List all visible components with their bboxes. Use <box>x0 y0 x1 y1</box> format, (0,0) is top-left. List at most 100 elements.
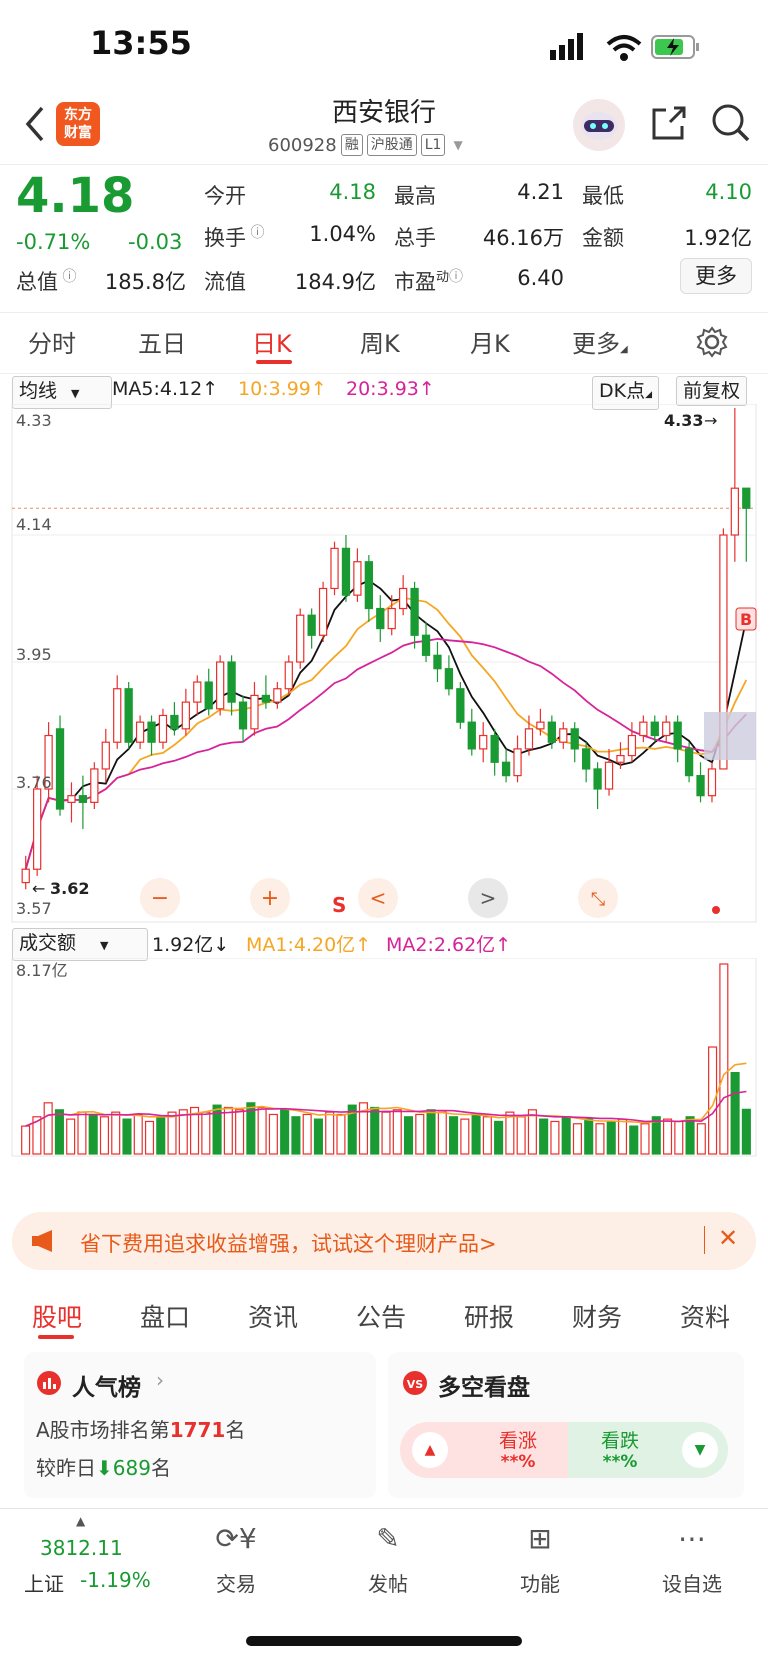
stock-name[interactable]: 西安银行 <box>331 98 436 128</box>
corner-arrow-icon: ◢ <box>645 390 653 400</box>
popularity-card[interactable] <box>24 1352 376 1498</box>
volume-indicator-select[interactable]: 成交额 ▼ <box>12 928 148 961</box>
right-arrow-icon: → <box>704 411 717 430</box>
volume-bar <box>471 1113 481 1155</box>
candle-body <box>170 714 179 730</box>
close-icon[interactable]: ✕ <box>718 1224 739 1252</box>
candle <box>467 708 476 756</box>
volume-bar <box>381 1111 391 1155</box>
label-high: 最高 <box>394 184 436 208</box>
candle-body <box>101 741 110 770</box>
tab-forum[interactable]: 股吧 <box>32 1303 83 1332</box>
index-value[interactable]: 3812.11 <box>40 1536 123 1560</box>
tab-news[interactable]: 资讯 <box>248 1303 299 1332</box>
tab-more[interactable]: 更多◢ <box>572 324 628 359</box>
volume-bar <box>133 1113 143 1155</box>
ad-text[interactable]: 省下费用追求收益增强，试试这个理财产品> <box>80 1232 497 1256</box>
candle <box>238 695 248 743</box>
adjust-button[interactable]: 前复权 <box>676 376 748 406</box>
robot-avatar-icon[interactable] <box>572 98 626 152</box>
more-dots-icon: ⋯ <box>678 1522 706 1555</box>
vol-ma1-legend: MA1:4.20亿↑ <box>246 930 371 957</box>
volume-bar <box>415 1113 425 1155</box>
candle-body <box>684 748 694 777</box>
candle <box>410 581 419 649</box>
bull-label: 看涨 <box>498 1430 537 1452</box>
tab-intraday[interactable]: 分时 <box>28 330 76 358</box>
volume-bar <box>708 1046 718 1155</box>
volume-bar <box>257 1106 267 1155</box>
nav-add-watchlist[interactable]: 设自选 <box>662 1572 722 1596</box>
settings-gear-icon[interactable] <box>696 326 728 358</box>
share-icon[interactable] <box>650 104 688 142</box>
volume-current-text: 1.92亿 <box>152 934 214 956</box>
tab-monthly-k[interactable]: 月K <box>470 330 510 358</box>
tab-daily-k[interactable]: 日K <box>252 330 292 358</box>
volume-bar <box>21 1125 31 1155</box>
candle-body <box>261 694 271 703</box>
change-amount: -0.03 <box>128 230 183 254</box>
candle <box>421 621 431 662</box>
kline-chart[interactable]: 4.33 4.14 3.95 3.76 3.57 4.33 → ← 3.62 S… <box>0 404 768 934</box>
value-float-value: 184.9亿 <box>294 270 376 294</box>
value-high: 4.21 <box>517 180 564 204</box>
tab-profile[interactable]: 资料 <box>680 1303 731 1332</box>
label-turnover-text: 换手 <box>204 226 246 250</box>
info-icon[interactable]: ⓘ <box>58 269 77 285</box>
candle-body <box>387 607 396 630</box>
search-icon[interactable] <box>710 102 752 144</box>
scroll-right-button[interactable]: > <box>468 878 508 918</box>
volume-chart[interactable]: 8.17亿 20250529 20250701 20250801 2025090… <box>0 958 768 1158</box>
ad-banner[interactable] <box>12 1212 756 1270</box>
candle-body <box>559 728 568 743</box>
zoom-in-button[interactable]: + <box>250 878 290 918</box>
volume-bar <box>178 1109 188 1155</box>
expand-up-icon[interactable]: ▲ <box>76 1514 86 1528</box>
fullscreen-button[interactable]: ⤡ <box>578 878 618 918</box>
volume-bar <box>617 1118 628 1155</box>
status-time: 13:55 <box>90 24 192 62</box>
candle <box>559 722 568 749</box>
stock-code-row: 600928 融 沪股通 L1 ▼ <box>268 134 463 156</box>
candle-body <box>250 694 259 730</box>
scroll-left-button[interactable]: < <box>358 878 398 918</box>
chevron-right-icon: › <box>156 1368 164 1392</box>
tab-announcements[interactable]: 公告 <box>356 1303 407 1332</box>
dropdown-icon[interactable]: ▼ <box>453 138 463 152</box>
tab-orderbook[interactable]: 盘口 <box>140 1303 191 1332</box>
back-icon[interactable] <box>22 104 48 144</box>
candle <box>742 487 751 562</box>
logo-line2: 财富 <box>64 125 92 141</box>
more-button[interactable]: 更多 <box>680 258 752 294</box>
tab-weekly-k[interactable]: 周K <box>360 330 400 358</box>
nav-post[interactable]: 发帖 <box>368 1572 408 1596</box>
info-icon[interactable]: ⓘ <box>449 269 464 285</box>
zoom-out-button[interactable]: − <box>140 878 180 918</box>
candle-body <box>147 721 156 743</box>
minus-icon: − <box>151 886 169 911</box>
volume-bar <box>392 1109 402 1155</box>
candle-body <box>67 795 76 803</box>
info-icon[interactable]: ⓘ <box>246 225 265 241</box>
candle-body <box>227 661 236 703</box>
ad-divider <box>704 1226 705 1254</box>
tab-financials[interactable]: 财务 <box>572 1303 623 1332</box>
nav-trade[interactable]: 交易 <box>216 1572 256 1596</box>
candle-body <box>730 487 739 536</box>
tab-five-day[interactable]: 五日 <box>138 330 186 358</box>
candle-body <box>364 561 373 610</box>
candle <box>353 548 362 602</box>
candle-body <box>456 688 465 723</box>
tab-research[interactable]: 研报 <box>464 1303 515 1332</box>
candle <box>90 762 99 810</box>
value-volume: 46.16万 <box>482 226 564 250</box>
candle-body <box>181 701 190 730</box>
stock-code: 600928 <box>268 134 337 156</box>
vol-ma1-text: MA1:4.20亿 <box>246 934 356 956</box>
candle <box>250 682 259 736</box>
volume-bar <box>190 1106 200 1155</box>
value-turnover: 1.04% <box>309 222 376 246</box>
ma20-line <box>24 637 747 870</box>
volume-bar <box>651 1116 661 1155</box>
nav-functions[interactable]: 功能 <box>520 1572 560 1596</box>
